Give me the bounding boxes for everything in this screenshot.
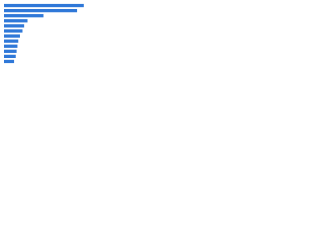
bar: [4, 49, 17, 53]
bar: [4, 59, 15, 64]
page: {"chart_data": {"type": "bar", "orientat…: [0, 0, 320, 71]
bar: [4, 39, 19, 43]
bar: [4, 34, 20, 38]
bar: [4, 44, 18, 48]
bar: [4, 19, 28, 23]
bar: [4, 3, 84, 8]
bar: [4, 54, 16, 59]
bar: [4, 29, 23, 33]
bar: [4, 14, 44, 18]
chart: [4, 3, 84, 64]
bar: [4, 8, 78, 13]
bar: [4, 24, 25, 28]
